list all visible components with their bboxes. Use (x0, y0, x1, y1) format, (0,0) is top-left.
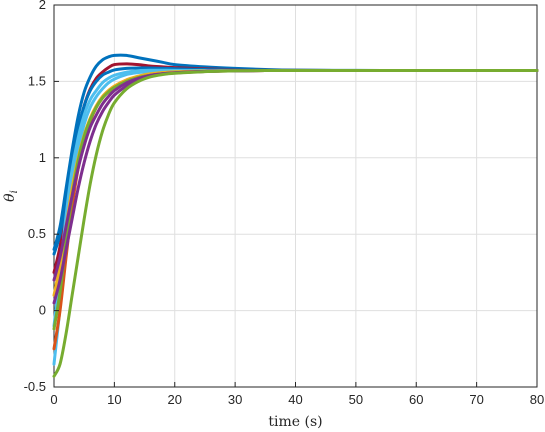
series-line-11 (52, 69, 539, 378)
y-axis-label: θi (2, 190, 20, 202)
y-tick-label: 0 (39, 303, 46, 318)
x-tick-label: 10 (107, 392, 121, 407)
y-tick-label: 0.5 (28, 226, 46, 241)
x-tick-label: 70 (469, 392, 483, 407)
x-tick-label: 0 (50, 392, 57, 407)
grid-lines (53, 4, 538, 388)
x-axis-label: time (s) (268, 414, 322, 430)
y-tick-label: 1 (39, 150, 46, 165)
y-tick-label: 2 (39, 0, 46, 12)
x-tick-label: 30 (228, 392, 242, 407)
x-tick-label: 60 (409, 392, 423, 407)
tick-labels: 0 10 20 30 40 50 60 70 80 -0.5 0 0.5 1 1.5 2 (24, 0, 545, 407)
y-axis-label-symbol: θ (2, 193, 18, 202)
y-tick-label: -0.5 (24, 379, 46, 394)
y-axis-label-subscript: i (9, 190, 20, 193)
x-tick-label: 50 (349, 392, 363, 407)
x-tick-label: 40 (288, 392, 302, 407)
x-tick-label: 20 (168, 392, 182, 407)
x-tick-label: 80 (530, 392, 544, 407)
y-tick-label: 1.5 (28, 73, 46, 88)
series-group (52, 53, 539, 378)
